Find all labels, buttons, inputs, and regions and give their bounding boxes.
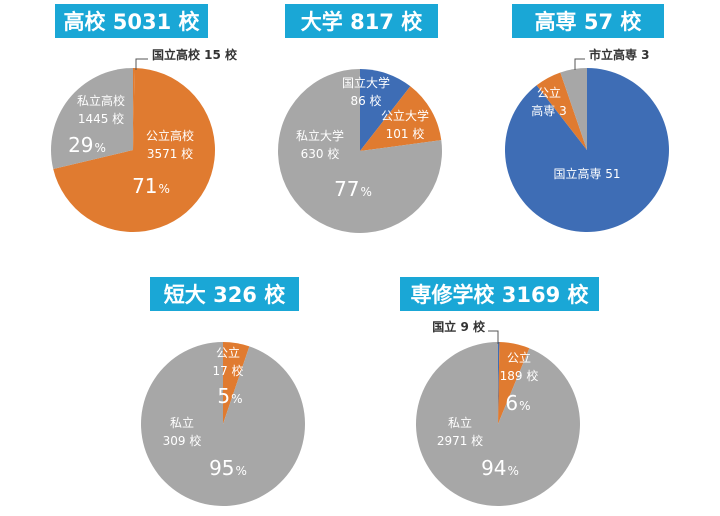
slice-label: 3571 校 xyxy=(147,146,193,161)
chart-title-box xyxy=(285,4,438,38)
pie-slice-私立大学 xyxy=(278,68,443,234)
pie-slice-私立 xyxy=(141,342,306,506)
percent-unit: % xyxy=(361,185,372,199)
slice-label: 国立 9 校 xyxy=(432,319,486,334)
slice-label: 私立大学 xyxy=(296,128,344,143)
percent-value: 77 xyxy=(334,177,359,201)
percent-unit: % xyxy=(159,182,170,196)
percent-value: 5 xyxy=(217,384,230,408)
slice-label: 国立大学 xyxy=(342,75,390,90)
slice-label: 私立 xyxy=(448,415,472,430)
pie-slice-私立 xyxy=(415,342,580,506)
slice-label: 309 校 xyxy=(163,433,202,448)
percent-unit: % xyxy=(95,141,106,155)
slice-label: 公立 xyxy=(507,350,531,365)
pie-slice-国立 xyxy=(498,341,500,424)
slice-label: 公立高校 xyxy=(146,128,194,143)
slice-label: 86 校 xyxy=(350,93,381,108)
percent-unit: % xyxy=(519,399,530,413)
pie-slice-市立高専 xyxy=(560,68,587,150)
slice-label: 2971 校 xyxy=(437,433,483,448)
chart-title: 大学 817 校 xyxy=(301,10,423,34)
pie-slice-公立高専 xyxy=(536,72,587,150)
percent-value: 71 xyxy=(132,174,157,198)
slice-percent: 71% xyxy=(132,174,170,198)
slice-percent: 5% xyxy=(217,384,242,408)
pie-chart-5: 専修学校 3169 校国立 9 校公立 189 校 6% 私立 2971 校 94% xyxy=(400,277,599,506)
slice-percent: 77% xyxy=(334,177,372,201)
chart-title: 高専 57 校 xyxy=(535,10,643,34)
slice-percent: 95% xyxy=(209,456,247,480)
percent-value: 6 xyxy=(505,391,518,415)
pie-slice-国立高専 xyxy=(504,68,669,232)
chart-title-box xyxy=(400,277,599,311)
slice-label: 公立大学 xyxy=(381,108,429,123)
pie-slice-国立高校 xyxy=(133,67,135,150)
slice-percent: 29% xyxy=(68,133,106,157)
leader-line xyxy=(488,330,499,344)
slice-label: 高専 3 xyxy=(531,103,566,118)
leader-line xyxy=(135,58,148,70)
chart-title-box xyxy=(150,277,299,311)
percent-value: 95 xyxy=(209,456,234,480)
slice-label: 189 校 xyxy=(500,368,539,383)
slice-label: 国立高校 15 校 xyxy=(152,47,238,62)
pie-chart-4: 短大 326 校公立 17 校 5% 私立 309 校 95% xyxy=(141,277,306,506)
slice-label: 101 校 xyxy=(386,126,425,141)
slice-label: 私立 xyxy=(170,415,194,430)
percent-value: 94 xyxy=(481,456,506,480)
slice-percent: 94% xyxy=(481,456,519,480)
percent-unit: % xyxy=(231,392,242,406)
slice-label: 1445 校 xyxy=(78,111,124,126)
chart-title: 高校 5031 校 xyxy=(63,10,200,34)
slice-label: 私立高校 xyxy=(77,93,125,108)
pie-slice-公立 xyxy=(498,342,530,424)
pie-slice-公立 xyxy=(223,342,250,424)
slice-label: 公立 xyxy=(537,85,561,100)
pie-slice-私立高校 xyxy=(50,67,133,169)
percent-value: 29 xyxy=(68,133,93,157)
percent-unit: % xyxy=(236,464,247,478)
slice-label: 公立 xyxy=(216,345,240,360)
pie-slice-公立高校 xyxy=(53,68,215,232)
chart-title: 専修学校 3169 校 xyxy=(410,283,589,307)
pie-slice-公立大学 xyxy=(360,86,442,151)
slice-label: 17 校 xyxy=(212,363,243,378)
leader-line xyxy=(574,58,585,70)
chart-title-box xyxy=(55,4,208,38)
percent-unit: % xyxy=(508,464,519,478)
chart-title: 短大 326 校 xyxy=(164,283,286,307)
slice-label: 国立高専 51 xyxy=(553,166,620,181)
slice-percent: 6% xyxy=(505,391,530,415)
chart-title-box xyxy=(512,4,664,38)
slice-label: 630 校 xyxy=(301,146,340,161)
pie-slice-国立大学 xyxy=(360,69,411,151)
slice-label: 市立高専 3 xyxy=(589,47,650,62)
